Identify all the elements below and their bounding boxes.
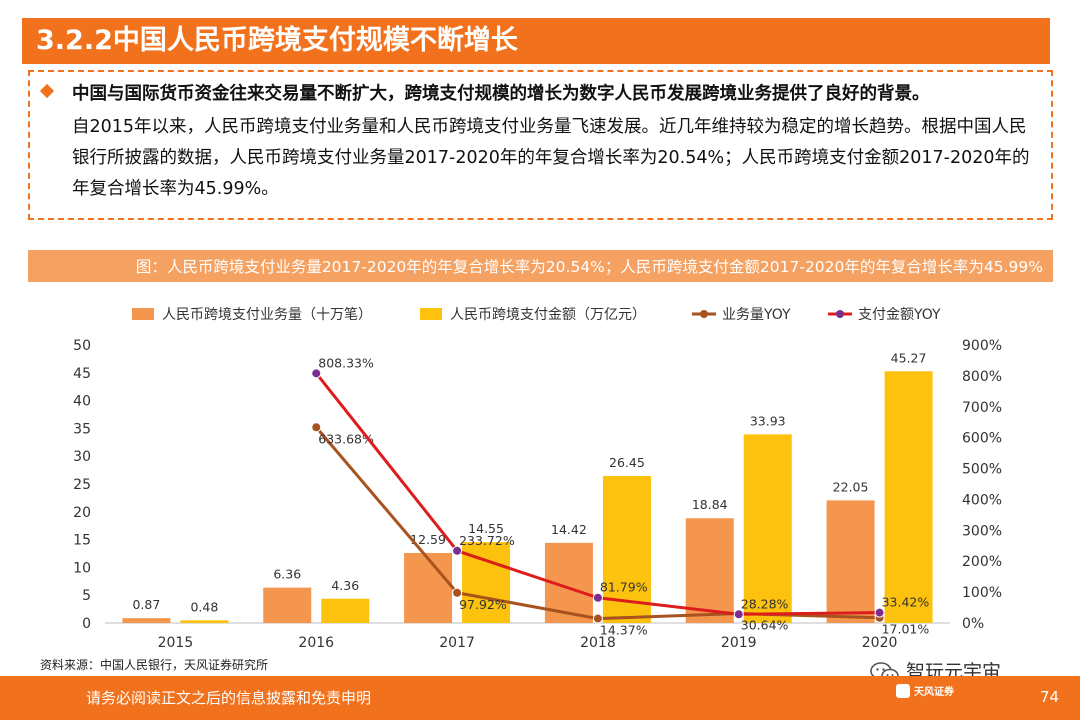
bar-value-label: 12.59 xyxy=(410,532,446,547)
left-tick-label: 0 xyxy=(82,616,91,632)
left-tick-label: 25 xyxy=(73,477,91,493)
line-point xyxy=(311,422,322,433)
x-tick-label: 2017 xyxy=(439,635,475,651)
title-bar: 3.2.2中国人民币跨境支付规模不断增长 xyxy=(22,18,1050,64)
bar xyxy=(404,552,453,623)
left-tick-label: 10 xyxy=(73,560,91,576)
left-tick-label: 40 xyxy=(73,394,91,410)
disclaimer-link[interactable]: 请务必阅读正文之后的信息披露和免责申明 xyxy=(86,689,372,707)
series-line xyxy=(315,372,880,616)
right-tick-label: 0% xyxy=(962,616,984,632)
legend-label: 人民币跨境支付业务量（十万笔） xyxy=(162,307,372,323)
page-title: 3.2.2中国人民币跨境支付规模不断增长 xyxy=(36,25,518,56)
footer-bar: 请务必阅读正文之后的信息披露和免责申明 天风证券 74 xyxy=(0,676,1080,720)
line-value-label: 14.37% xyxy=(600,623,648,638)
page-number: 74 xyxy=(1040,688,1060,706)
bar-value-label: 14.42 xyxy=(551,522,587,537)
figure-caption: 图：人民币跨境支付业务量2017-2020年的年复合增长率为20.54%；人民币… xyxy=(135,258,1043,276)
legend-label: 人民币跨境支付金额（万亿元） xyxy=(450,307,646,323)
bar-value-label: 6.36 xyxy=(273,567,301,582)
line-point xyxy=(592,592,603,603)
x-tick-label: 2020 xyxy=(862,635,898,651)
line-value-label: 233.72% xyxy=(459,533,515,548)
figure-caption-bar: 图：人民币跨境支付业务量2017-2020年的年复合增长率为20.54%；人民币… xyxy=(28,250,1053,282)
line-value-label: 28.28% xyxy=(741,596,789,611)
line-value-label: 808.33% xyxy=(318,355,374,370)
right-tick-label: 300% xyxy=(962,523,1002,539)
bar-value-label: 45.27 xyxy=(891,350,927,365)
left-tick-label: 50 xyxy=(73,338,91,354)
line-value-label: 17.01% xyxy=(882,622,930,637)
bar xyxy=(685,518,734,623)
left-tick-label: 20 xyxy=(73,505,91,521)
right-tick-label: 900% xyxy=(962,338,1002,354)
bar xyxy=(263,587,312,623)
right-tick-label: 600% xyxy=(962,431,1002,447)
brand-logo-icon xyxy=(896,684,910,698)
combo-chart: 051015202530354045500%100%200%300%400%50… xyxy=(73,307,1002,651)
bar-value-label: 22.05 xyxy=(833,479,869,494)
line-value-label: 97.92% xyxy=(459,597,507,612)
series-line xyxy=(315,426,880,621)
left-tick-label: 30 xyxy=(73,449,91,465)
line-value-label: 33.42% xyxy=(882,595,930,610)
bar-value-label: 33.93 xyxy=(750,413,786,428)
bar-value-label: 4.36 xyxy=(331,578,359,593)
bar-value-label: 14.55 xyxy=(468,521,504,536)
right-tick-label: 500% xyxy=(962,462,1002,478)
legend-label: 业务量YOY xyxy=(722,307,791,323)
line-point xyxy=(452,587,463,598)
legend-marker xyxy=(700,310,708,318)
bar-value-label: 0.87 xyxy=(132,597,160,612)
bar xyxy=(122,618,171,623)
summary-box: 中国与国际货币资金往来交易量不断扩大，跨境支付规模的增长为数字人民币发展跨境业务… xyxy=(28,70,1053,220)
bar-value-label: 26.45 xyxy=(609,455,645,470)
left-tick-label: 15 xyxy=(73,533,91,549)
summary-body: 自2015年以来，人民币跨境支付业务量和人民币跨境支付业务量飞速发展。近几年维持… xyxy=(72,117,1030,199)
legend-swatch xyxy=(132,308,154,320)
x-tick-label: 2018 xyxy=(580,635,616,651)
right-tick-label: 200% xyxy=(962,554,1002,570)
line-point xyxy=(311,368,322,379)
right-tick-label: 800% xyxy=(962,369,1002,385)
bar xyxy=(826,500,875,623)
legend-swatch xyxy=(420,308,442,320)
bar-value-label: 0.48 xyxy=(190,599,218,614)
diamond-bullet-icon xyxy=(39,83,55,99)
right-tick-label: 400% xyxy=(962,492,1002,508)
left-tick-label: 35 xyxy=(73,421,91,437)
line-point xyxy=(452,545,463,556)
summary-headline: 中国与国际货币资金往来交易量不断扩大，跨境支付规模的增长为数字人民币发展跨境业务… xyxy=(72,84,930,104)
left-tick-label: 45 xyxy=(73,366,91,382)
right-tick-label: 700% xyxy=(962,400,1002,416)
line-value-label: 633.68% xyxy=(318,431,374,446)
line-point xyxy=(733,609,744,620)
source-note: 资料来源：中国人民银行，天风证券研究所 xyxy=(40,658,269,672)
x-tick-label: 2015 xyxy=(158,635,194,651)
left-tick-label: 5 xyxy=(82,588,91,604)
legend-label: 支付金额YOY xyxy=(858,307,941,323)
bar xyxy=(884,371,933,623)
line-value-label: 30.64% xyxy=(741,618,789,633)
bar xyxy=(321,598,370,623)
right-tick-label: 100% xyxy=(962,585,1002,601)
line-value-label: 81.79% xyxy=(600,580,648,595)
line-point xyxy=(592,613,603,624)
brand-name: 天风证券 xyxy=(914,687,954,698)
line-point xyxy=(874,607,885,618)
x-tick-label: 2019 xyxy=(721,635,757,651)
bar xyxy=(180,620,229,623)
x-tick-label: 2016 xyxy=(298,635,334,651)
bar-value-label: 18.84 xyxy=(692,497,728,512)
legend-marker xyxy=(836,310,844,318)
bar xyxy=(743,434,792,623)
